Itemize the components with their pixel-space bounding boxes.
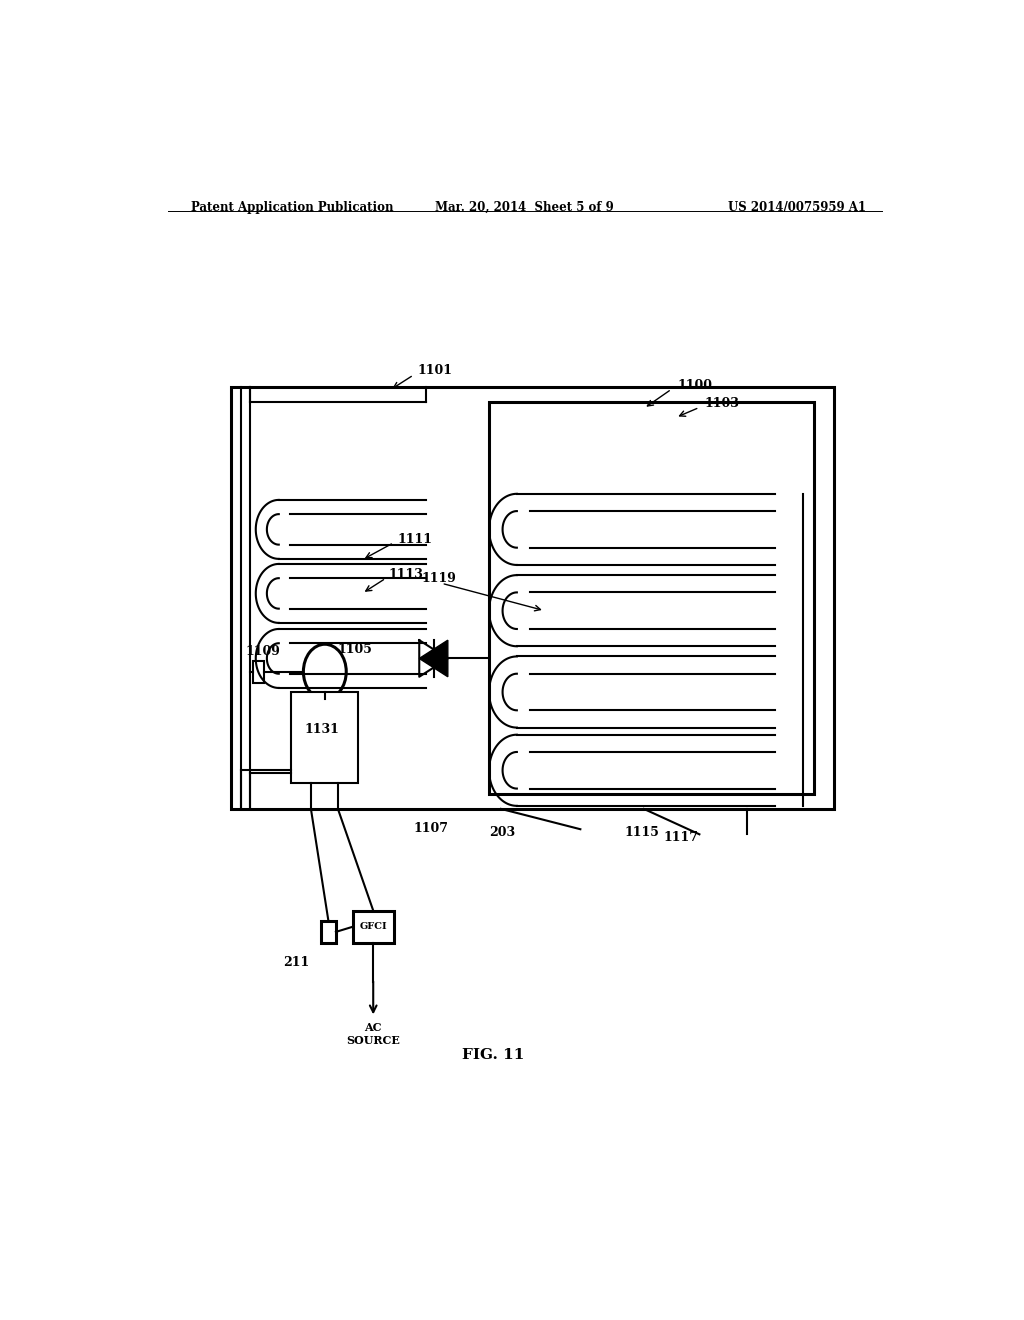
Text: 1131: 1131 <box>304 723 339 735</box>
Text: US 2014/0075959 A1: US 2014/0075959 A1 <box>728 201 866 214</box>
Bar <box>291 692 358 784</box>
Bar <box>321 921 336 942</box>
Bar <box>253 660 264 682</box>
Bar <box>489 403 814 793</box>
Text: 1115: 1115 <box>624 826 658 840</box>
Text: 1117: 1117 <box>664 832 698 845</box>
Text: GFCI: GFCI <box>359 923 387 932</box>
Text: Mar. 20, 2014  Sheet 5 of 9: Mar. 20, 2014 Sheet 5 of 9 <box>435 201 614 214</box>
Text: FIG. 11: FIG. 11 <box>462 1048 524 1061</box>
Text: 1100: 1100 <box>677 379 712 392</box>
Text: 1107: 1107 <box>414 822 449 836</box>
Text: 1103: 1103 <box>705 397 739 411</box>
Text: Patent Application Publication: Patent Application Publication <box>191 201 394 214</box>
Text: 1109: 1109 <box>246 645 281 659</box>
Text: 1111: 1111 <box>397 533 433 545</box>
Circle shape <box>303 644 346 700</box>
Text: 211: 211 <box>283 957 309 969</box>
Text: 1101: 1101 <box>418 364 453 378</box>
Text: 1113: 1113 <box>388 568 423 581</box>
Bar <box>231 387 835 809</box>
Text: 1105: 1105 <box>338 643 373 656</box>
Text: AC
SOURCE: AC SOURCE <box>346 1022 400 1047</box>
Polygon shape <box>419 640 447 677</box>
Text: 1119: 1119 <box>422 573 457 585</box>
Text: 203: 203 <box>489 826 515 840</box>
Bar <box>352 911 394 942</box>
